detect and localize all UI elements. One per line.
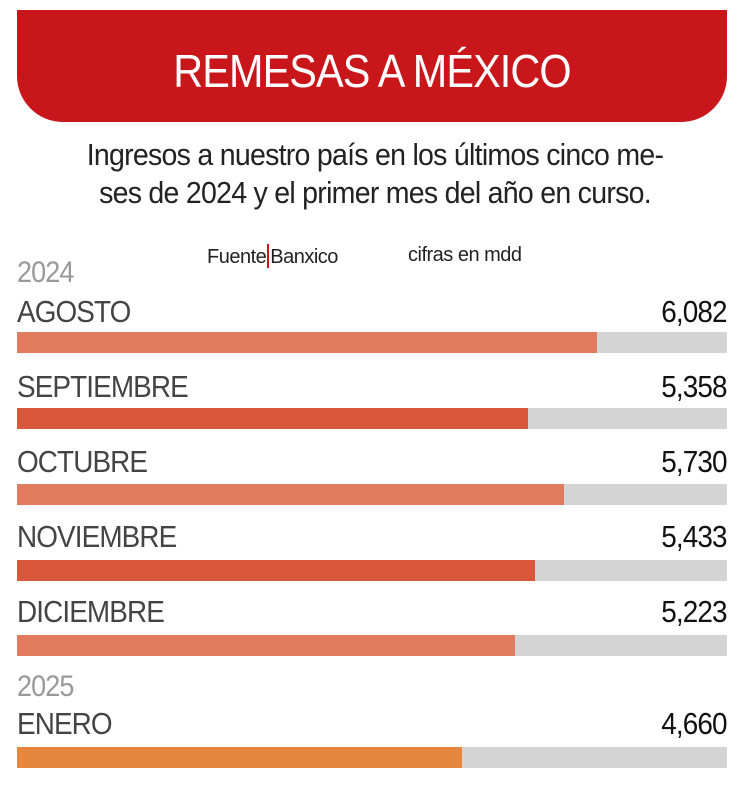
year-label: 2024	[17, 256, 74, 289]
subtitle-line: Ingresos a nuestro país en los últimos c…	[86, 137, 664, 172]
header-banner: REMESAS A MÉXICO	[17, 10, 727, 122]
source-label: Fuente	[207, 246, 267, 268]
bar-octubre	[17, 484, 564, 505]
data-label: 5,223	[661, 594, 728, 629]
chart-title: REMESAS A MÉXICO	[173, 45, 571, 97]
category-label: OCTUBRE	[17, 444, 148, 479]
category-label: SEPTIEMBRE	[17, 369, 189, 404]
bar-track	[17, 408, 727, 429]
bar-track	[17, 747, 727, 768]
data-label: 5,358	[661, 369, 728, 404]
units-note: cifras en mdd	[408, 244, 522, 266]
category-label: ENERO	[17, 706, 113, 741]
year-label: 2025	[17, 670, 74, 703]
bar-track	[17, 635, 727, 656]
bar-diciembre	[17, 635, 516, 656]
data-label: 5,730	[661, 444, 728, 479]
source-name: Banxico	[270, 246, 338, 268]
bar-agosto	[17, 332, 598, 353]
data-label: 4,660	[661, 706, 728, 741]
bar-track	[17, 332, 727, 353]
data-label: 6,082	[661, 294, 728, 329]
subtitle: Ingresos a nuestro país en los últimos c…	[30, 136, 720, 212]
source-note: Fuente Banxico	[207, 244, 338, 269]
category-label: AGOSTO	[17, 294, 131, 329]
bar-track	[17, 560, 727, 581]
category-label: DICIEMBRE	[17, 594, 165, 629]
bar-enero	[17, 747, 462, 768]
category-label: NOVIEMBRE	[17, 519, 177, 554]
data-label: 5,433	[661, 519, 728, 554]
source-divider	[267, 244, 270, 268]
subtitle-line: ses de 2024 y el primer mes del año en c…	[99, 175, 652, 210]
bar-septiembre	[17, 408, 529, 429]
bar-noviembre	[17, 560, 536, 581]
bar-track	[17, 484, 727, 505]
